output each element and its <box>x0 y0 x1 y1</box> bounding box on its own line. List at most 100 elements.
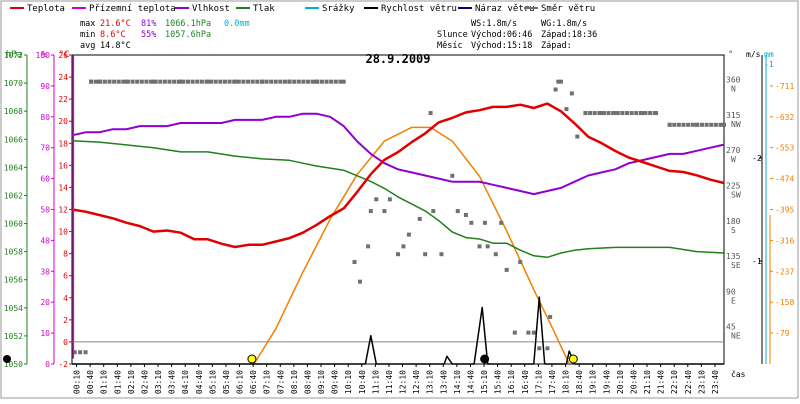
wind-direction-point <box>153 79 158 84</box>
wind-direction-point <box>477 244 482 249</box>
direction-tick-label: 225 <box>726 182 741 191</box>
humidity-tick-label: 20 <box>40 298 50 307</box>
time-tick-label: 06:10 <box>236 370 245 394</box>
wind-direction-point <box>338 79 343 84</box>
stats-min-temp: 8.6°C <box>100 30 126 40</box>
wind-direction-point <box>469 220 474 225</box>
wind-direction-point <box>287 79 292 84</box>
wind-direction-point <box>722 122 726 127</box>
time-tick-label: 12:40 <box>412 370 421 394</box>
solar-tick-label: -79 <box>775 329 790 338</box>
temperature-tick-label: 8 <box>63 250 68 259</box>
time-tick-label: 21:10 <box>643 370 652 394</box>
wind-direction-point <box>613 111 618 116</box>
wind-direction-point <box>431 209 436 214</box>
solar-tick-label: -395 <box>775 206 794 215</box>
humidity-tick-label: 80 <box>40 113 50 122</box>
time-tick-label: 04:10 <box>181 370 190 394</box>
chart-date-title: 28.9.2009 <box>365 52 430 66</box>
wind-direction-point <box>531 330 536 335</box>
time-tick-label: 18:40 <box>575 370 584 394</box>
pressure-tick-label: 1072 <box>4 51 23 60</box>
pressure-tick-label: 1054 <box>4 304 23 313</box>
wind-direction-point <box>149 79 154 84</box>
wind-direction-point <box>387 197 392 202</box>
wind-direction-point <box>643 111 648 116</box>
stats-sunrise: Východ:06:46 <box>471 30 532 40</box>
solar-tick-label: -316 <box>775 236 794 245</box>
wind-direction-point <box>125 79 130 84</box>
wind-direction-point <box>423 252 428 257</box>
wind-direction-point <box>504 267 509 272</box>
time-tick-label: 07:10 <box>263 370 272 394</box>
humidity-axis-title: % <box>41 50 47 60</box>
wind-direction-point <box>209 79 214 84</box>
wind-direction-point <box>190 79 195 84</box>
rain-axis-title: mm <box>764 50 774 59</box>
time-tick-label: 14:40 <box>466 370 475 394</box>
wind-direction-point <box>102 79 107 84</box>
legend-label: Teplota <box>27 4 65 14</box>
temperature-tick-label: 10 <box>58 228 68 237</box>
series-layer <box>3 55 726 365</box>
direction-axis-title: ° <box>728 50 733 60</box>
direction-tick-label: 270 <box>726 146 741 155</box>
wind-direction-point <box>236 79 241 84</box>
legend-label: Rychlost větru <box>381 4 457 14</box>
wind-direction-point <box>374 197 379 202</box>
wind-direction-point <box>428 111 433 116</box>
wind-direction-point <box>713 122 718 127</box>
legend-label: Směr větru <box>541 4 595 14</box>
time-tick-label: 17:40 <box>548 370 557 394</box>
temperature-tick-label: 4 <box>63 294 68 303</box>
wind-direction-point <box>357 279 362 284</box>
wind-direction-point <box>652 111 657 116</box>
time-tick-label: 04:40 <box>195 370 204 394</box>
wind-direction-point <box>676 122 681 127</box>
temperature-tick-label: -2 <box>58 360 68 369</box>
direction-letter-label: S <box>731 226 736 235</box>
wind-direction-point <box>450 173 455 178</box>
time-tick-label: 00:10 <box>73 370 82 394</box>
wind-direction-point <box>611 111 616 116</box>
stats-avg-label: avg <box>80 41 95 51</box>
stats-ws: WS:1.8m/s <box>471 19 517 29</box>
wind-direction-point <box>135 79 140 84</box>
wind-direction-point <box>112 79 117 84</box>
pressure-tick-label: 1064 <box>4 163 23 172</box>
wind-direction-point <box>333 79 338 84</box>
wind-direction-point <box>718 122 723 127</box>
legend: Teplota Přízemní teplota Vlhkost Tlak Srážky… <box>10 4 595 14</box>
direction-tick-label: 180 <box>726 217 741 226</box>
axes: hPa1072107010681066106410621060105810561… <box>4 50 795 394</box>
wind-direction-point <box>218 79 223 84</box>
wind-direction-point <box>130 79 135 84</box>
time-tick-label: 01:40 <box>113 370 122 394</box>
temperature-tick-label: 14 <box>58 183 68 192</box>
stats-sun-label: Slunce <box>437 30 468 40</box>
humidity-tick-label: 100 <box>36 51 51 60</box>
time-tick-label: 00:40 <box>86 370 95 394</box>
time-tick-label: 19:10 <box>589 370 598 394</box>
wind-direction-point <box>629 111 634 116</box>
wind-direction-point <box>493 252 498 257</box>
legend-label: Srážky <box>322 4 355 14</box>
wind-direction-point <box>282 79 287 84</box>
direction-letter-label: N <box>731 85 736 94</box>
solar-tick-label: -632 <box>775 113 794 122</box>
stats-min-label: min <box>80 30 95 40</box>
solar-tick-label: -237 <box>775 267 794 276</box>
wind-direction-point <box>195 79 200 84</box>
time-tick-label: 09:40 <box>331 370 340 394</box>
wind-direction-point <box>485 244 490 249</box>
temperature-tick-label: 6 <box>63 272 68 281</box>
wind-direction-point <box>269 79 274 84</box>
time-tick-label: 12:10 <box>399 370 408 394</box>
wind-direction-point <box>341 79 346 84</box>
wind-direction-point <box>222 79 227 84</box>
wind-direction-point <box>537 346 542 351</box>
wind-direction-point <box>107 79 112 84</box>
wind-direction-point <box>121 79 126 84</box>
pressure-line <box>71 139 725 259</box>
